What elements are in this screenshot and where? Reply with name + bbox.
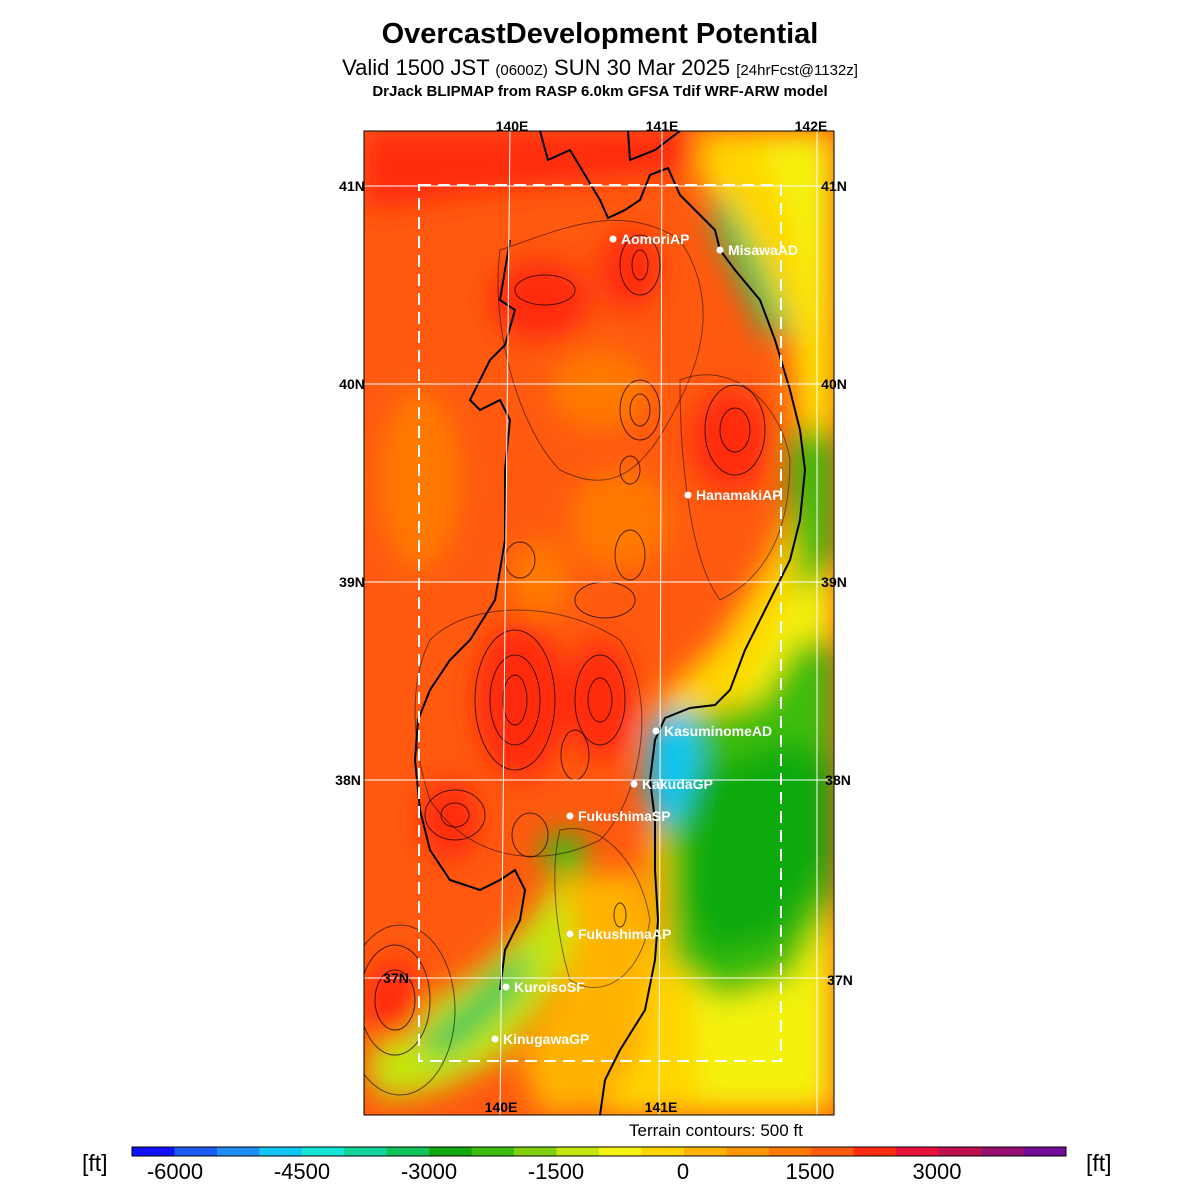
colorbar-swatch	[896, 1147, 940, 1156]
overcast-potential-field	[364, 131, 834, 1115]
colorbar-tick-label: 0	[677, 1159, 689, 1184]
lat-label-right: 38N	[825, 772, 851, 788]
map-frame	[363, 130, 835, 1116]
airport-label: KinugawaGP	[503, 1031, 589, 1047]
airport-marker	[652, 727, 660, 735]
airport-label: KasuminomeAD	[664, 723, 772, 739]
lat-label-right: 39N	[821, 574, 847, 590]
airports: AomoriAP MisawaAD HanamakiAP KasuminomeA…	[491, 231, 798, 1047]
colorbar-swatch	[556, 1147, 600, 1156]
colorbar-swatch	[853, 1147, 897, 1156]
airport-marker	[609, 235, 617, 243]
colorbar-tick-label: -6000	[147, 1159, 203, 1184]
lon-label-top: 142E	[795, 118, 828, 134]
colorbar-swatch	[344, 1147, 388, 1156]
colorbar-swatch	[641, 1147, 685, 1156]
colorbar-swatch	[599, 1147, 642, 1156]
colorbar-frame	[131, 1146, 1067, 1157]
airport-label: HanamakiAP	[696, 487, 782, 503]
airport-marker	[630, 780, 638, 788]
colorbar-swatch	[386, 1147, 430, 1156]
airport-marker	[491, 1035, 499, 1043]
colorbar-swatch	[768, 1147, 812, 1156]
colorbar-swatch	[683, 1147, 727, 1156]
colorbar-tick-label: 3000	[913, 1159, 962, 1184]
colorbar-swatch	[981, 1147, 1025, 1156]
airport-label: KuroisoSF	[514, 979, 585, 995]
colorbar-swatch	[132, 1147, 175, 1156]
lon-label-top: 141E	[646, 118, 679, 134]
colorbar-tick-label: 1500	[786, 1159, 835, 1184]
colorbar-swatch	[811, 1147, 855, 1156]
valid-time-line: Valid 1500 JST (0600Z) SUN 30 Mar 2025 […	[0, 55, 1200, 81]
forecast-tag: [24hrFcst@1132z]	[736, 62, 858, 79]
longitude-labels: 140E 141E 142E 140E 141E	[485, 118, 828, 1115]
colorbar	[131, 1146, 1067, 1157]
latitude-labels: 41N 40N 39N 38N 37N 41N 40N 39N 38N 37N	[335, 178, 853, 988]
airport-label: FukushimaAP	[578, 926, 671, 942]
chart-title: OvercastDevelopment Potential	[381, 18, 819, 50]
colorbar-tick-labels: -6000 -4500 -3000 -1500 0 1500 3000	[147, 1159, 962, 1184]
graticule	[364, 130, 834, 1116]
lat-label-right: 40N	[821, 376, 847, 392]
coastline	[413, 131, 807, 1115]
lat-label-right: 41N	[821, 178, 847, 194]
colorbar-unit-left: [ft]	[82, 1150, 108, 1176]
colorbar-swatch	[1023, 1147, 1067, 1156]
inner-domain-box	[418, 184, 782, 1062]
terrain-contour-note: Terrain contours: 500 ft	[629, 1121, 803, 1140]
colorbar-tick-label: -4500	[274, 1159, 330, 1184]
airport-marker	[684, 491, 692, 499]
airport-marker	[502, 983, 510, 991]
lat-label-left: 38N	[335, 772, 361, 788]
model-description: DrJack BLIPMAP from RASP 6.0km GFSA Tdif…	[372, 83, 828, 100]
lat-label-left: 39N	[339, 574, 365, 590]
airport-marker	[716, 246, 724, 254]
colorbar-unit-right: [ft]	[1086, 1150, 1112, 1176]
airport-label: AomoriAP	[621, 231, 689, 247]
utc-time: (0600Z)	[495, 62, 548, 79]
lat-label-left: 40N	[339, 376, 365, 392]
valid-prefix: Valid 1500 JST	[342, 55, 490, 80]
colorbar-swatch	[259, 1147, 303, 1156]
colorbar-swatch	[726, 1147, 770, 1156]
colorbar-swatch	[301, 1147, 345, 1156]
lon-label-bottom: 140E	[485, 1099, 518, 1115]
colorbar-swatch	[514, 1147, 558, 1156]
colorbar-swatch	[429, 1147, 473, 1156]
lat-label-left: 37N	[383, 970, 409, 986]
colorbar-tick-label: -3000	[401, 1159, 457, 1184]
colorbar-swatch	[938, 1147, 982, 1156]
lon-label-top: 140E	[496, 118, 529, 134]
lon-label-bottom: 141E	[645, 1099, 678, 1115]
forecast-date: SUN 30 Mar 2025	[554, 55, 731, 80]
airport-label: MisawaAD	[728, 242, 798, 258]
airport-label: KakudaGP	[642, 776, 713, 792]
lat-label-left: 41N	[339, 178, 365, 194]
colorbar-swatch	[174, 1147, 218, 1156]
airport-marker	[566, 930, 574, 938]
lat-label-right: 37N	[827, 972, 853, 988]
colorbar-swatch	[471, 1147, 515, 1156]
colorbar-swatch	[216, 1147, 260, 1156]
colorbar-tick-label: -1500	[528, 1159, 584, 1184]
airport-label: FukushimaSP	[578, 808, 671, 824]
airport-marker	[566, 812, 574, 820]
